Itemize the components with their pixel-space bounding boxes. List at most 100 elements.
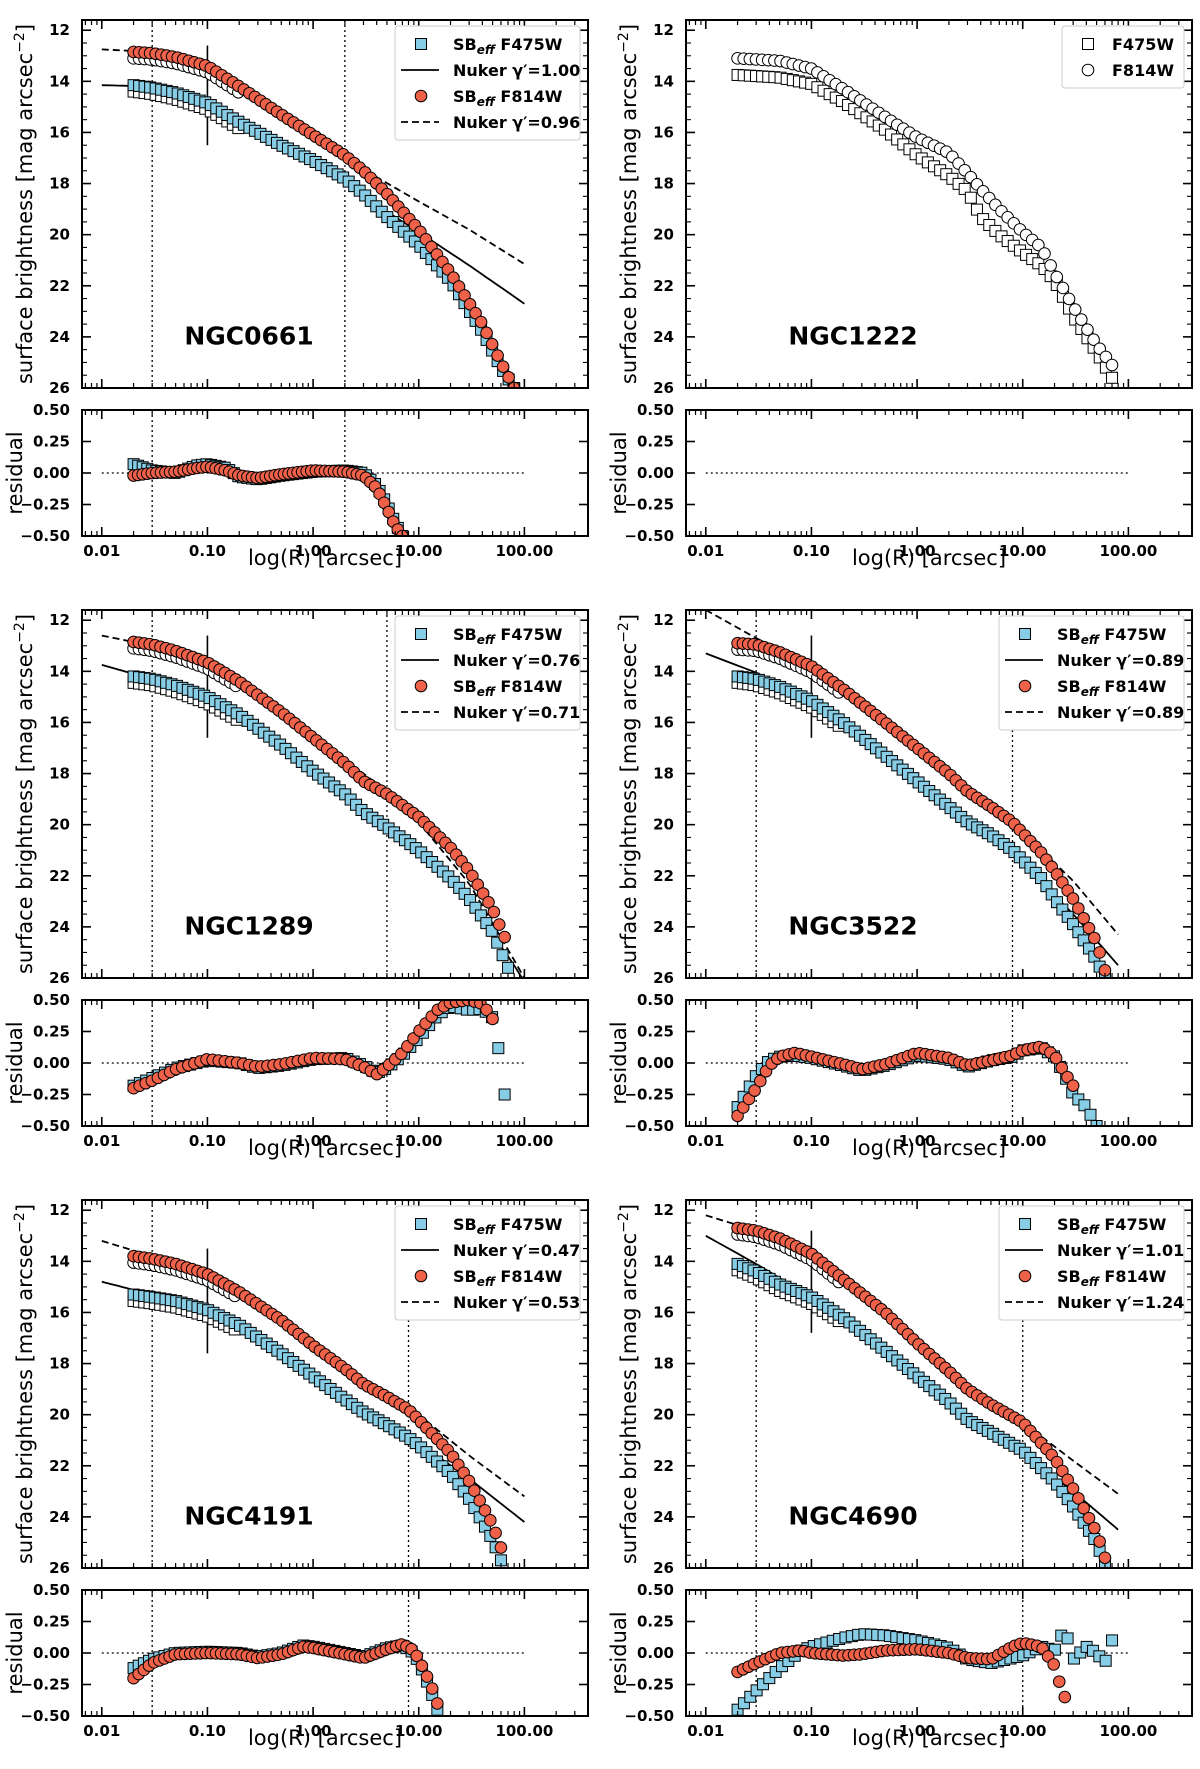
f475w-residual-point (1106, 1634, 1119, 1647)
residual-ytick-label: 0.50 (637, 401, 674, 419)
legend-box (998, 1205, 1185, 1321)
f814w-residual-point (1061, 1070, 1074, 1084)
legend-label-tail: F475W (1099, 1215, 1167, 1234)
main-frame (81, 1199, 589, 1569)
legend-label: SBeff F475W (453, 1215, 563, 1237)
f814w-residual-point (431, 1697, 444, 1710)
f814w-data-point (1093, 1535, 1106, 1548)
residual-plot-area (101, 1590, 525, 1716)
main-plot-area (101, 1200, 525, 1568)
legend-label: SBeff F814W (453, 677, 563, 699)
legend: SBeff F475W Nuker γ′=0.89 SBeff F814W Nuker… (998, 615, 1185, 731)
main-ytick-label: 16 (653, 713, 674, 731)
f475w-residual-point (744, 1690, 757, 1703)
legend-square-marker (415, 628, 427, 640)
residual-xtick-label: 0.10 (189, 542, 226, 560)
legend-label-tail: F814W (495, 87, 563, 106)
f814w-data-point (462, 1474, 476, 1488)
main-ytick-label: 20 (49, 816, 70, 834)
residual-xtick-label: 10.00 (999, 1132, 1046, 1150)
residual-axis-label: residual (3, 1021, 27, 1104)
main-ytick-label: 14 (653, 662, 674, 680)
legend-label-subscript: eff (477, 1223, 496, 1237)
f475w-residual-point (737, 1697, 750, 1710)
residual-ytick-label: −0.50 (624, 527, 674, 545)
main-ytick-label: 12 (653, 611, 674, 629)
f814w-data-point (1068, 303, 1082, 316)
residual-xtick-label: 0.10 (189, 1132, 226, 1150)
residual-panel: 0.01 0.10 1.00 10.00 100.00 0.50 0.25 0.00 −0.25… (607, 401, 1193, 570)
f814w-data-point (1072, 1492, 1085, 1505)
x-axis-label: log(R) [arcsec] (852, 1726, 1006, 1750)
legend-label-subscript: eff (1081, 633, 1100, 647)
f814w-data-point (1075, 313, 1088, 326)
main-panel: 12 14 16 18 20 22 24 26 surface brightness [mag … (616, 609, 1193, 987)
residual-ytick-label: 0.00 (33, 1054, 70, 1072)
main-plot-area (101, 20, 525, 388)
f814w-data-point (491, 349, 504, 362)
main-plot-area (731, 52, 1119, 384)
f814w-data-point (485, 337, 499, 351)
main-ytick-label: 22 (653, 277, 674, 295)
f814w-data-point (1038, 247, 1051, 260)
main-ytick-label: 24 (653, 918, 674, 936)
f814w-data-point (480, 326, 493, 340)
main-frame (685, 609, 1193, 979)
f475w-data-point (485, 924, 498, 937)
residual-panel: 0.01 0.10 1.00 10.00 100.00 0.50 0.25 0.00 −0.25… (3, 1581, 589, 1750)
main-ytick-label: 26 (653, 969, 674, 987)
main-ytick-label: 26 (49, 1559, 70, 1577)
f814w-residual-point (410, 1649, 424, 1663)
legend-label: SBeff F814W (1057, 1267, 1167, 1289)
legend-circle-marker (414, 89, 428, 103)
main-ytick-label: 14 (49, 662, 70, 680)
residual-ytick-label: 0.00 (637, 1644, 674, 1662)
f475w-residual-point (1084, 1108, 1097, 1121)
main-ytick-label: 16 (653, 123, 674, 141)
legend-label-tail: F475W (495, 35, 563, 54)
main-plot-area (101, 610, 526, 978)
legend-label-tail: F814W (495, 677, 563, 696)
residual-ytick-label: 0.50 (637, 1581, 674, 1599)
main-panel: 12 14 16 18 20 22 24 26 surface brightness [mag … (12, 609, 589, 987)
residual-ytick-label: −0.25 (20, 1086, 70, 1104)
legend: SBeff F475W Nuker γ′=1.00 SBeff F814W Nuker… (394, 25, 581, 141)
y-axis-label: surface brightness [mag arcsec−2] (616, 24, 641, 384)
panel-ngc3522: 12 14 16 18 20 22 24 26 surface brightness [mag … (607, 609, 1193, 1160)
main-ytick-label: 24 (49, 328, 70, 346)
f814w-data-point (1098, 1551, 1112, 1565)
x-axis-label: log(R) [arcsec] (852, 546, 1006, 570)
panel-ngc4690: 12 14 16 18 20 22 24 26 surface brightness [mag … (607, 1199, 1193, 1750)
residual-ytick-label: −0.50 (20, 527, 70, 545)
f475w-residual-point (1061, 1632, 1074, 1645)
legend-square-marker (415, 38, 427, 50)
main-ytick-label: 18 (49, 175, 70, 193)
main-ytick-label: 24 (653, 1508, 674, 1526)
residual-axis-label: residual (607, 1021, 631, 1104)
f814w-residual-point (1052, 1675, 1066, 1688)
f814w-data-point (487, 905, 501, 919)
f814w-data-point (473, 1494, 486, 1507)
residual-ytick-label: −0.25 (624, 496, 674, 514)
y-axis-label: surface brightness [mag arcsec−2] (616, 1204, 641, 1564)
residual-xtick-label: 0.01 (687, 1132, 724, 1150)
f814w-data-point (447, 271, 460, 285)
f814w-data-point (1032, 238, 1045, 252)
galaxy-name-label: NGC1289 (184, 912, 313, 941)
y-axis-label-exponent: −2 (616, 1212, 632, 1233)
main-ytick-label: 20 (653, 816, 674, 834)
main-ytick-label: 20 (653, 1406, 674, 1424)
main-ytick-label: 20 (653, 226, 674, 244)
residual-axis-label: residual (3, 1611, 27, 1694)
panel-ngc1222: 12 14 16 18 20 22 24 26 surface brightness [mag … (607, 19, 1193, 570)
f814w-data-point (474, 315, 488, 329)
f814w-data-point (1044, 259, 1057, 272)
x-axis-label: log(R) [arcsec] (248, 1726, 402, 1750)
f814w-data-point (1066, 892, 1080, 905)
residual-ytick-label: 0.50 (33, 991, 70, 1009)
residual-ytick-label: 0.25 (637, 1613, 674, 1631)
legend-square-marker (1082, 38, 1094, 50)
f475w-residual-point (498, 1088, 511, 1101)
legend-label: F814W (1112, 61, 1174, 80)
residual-ytick-label: 0.50 (33, 1581, 70, 1599)
